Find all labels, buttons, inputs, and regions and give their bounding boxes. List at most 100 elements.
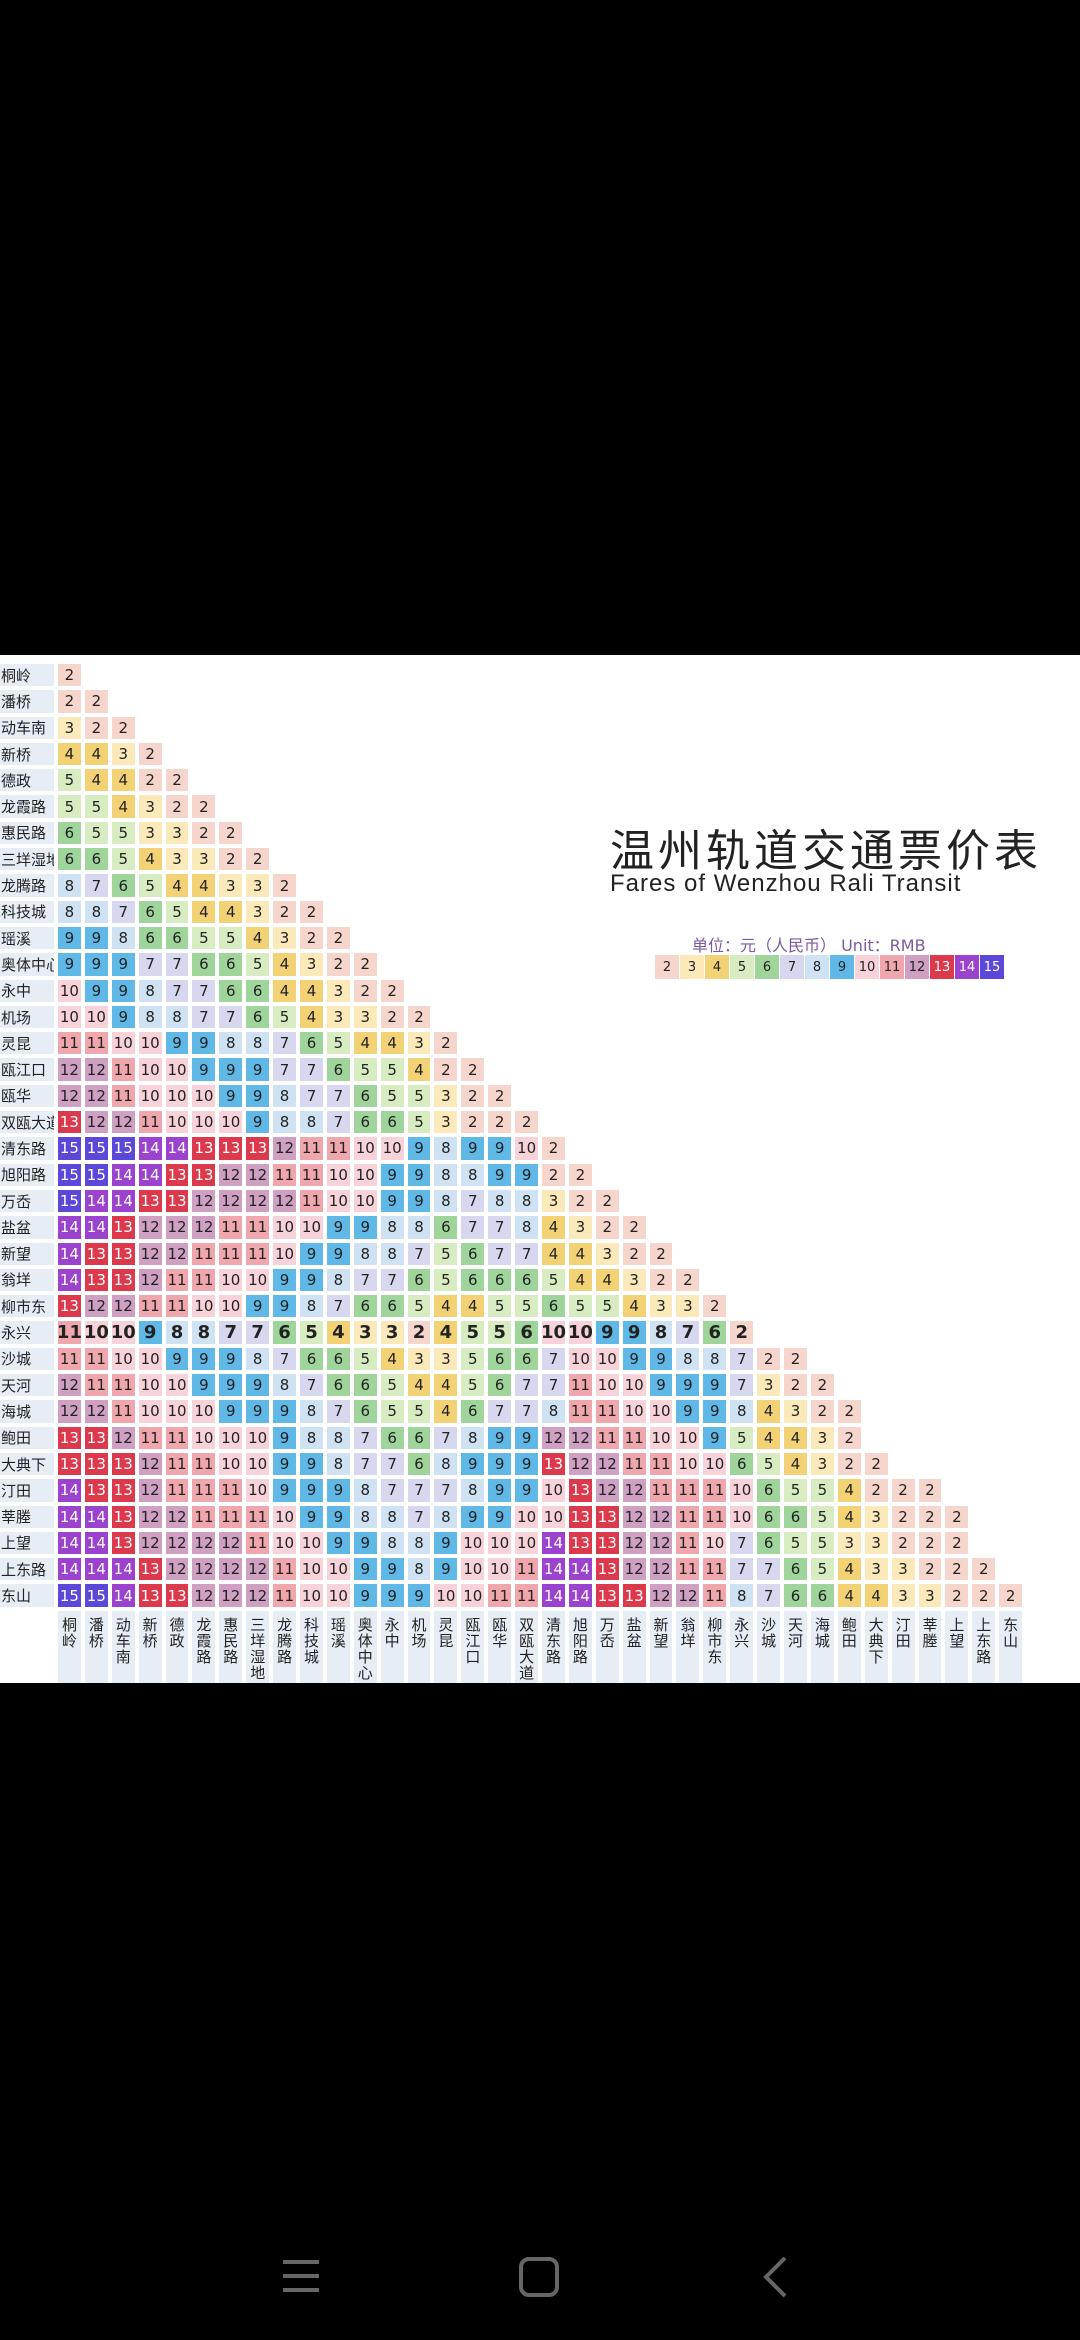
row-label: 鲍田 <box>0 1426 54 1449</box>
column-label: 汀田 <box>891 1610 915 1683</box>
back-icon[interactable] <box>760 2254 790 2300</box>
fare-cell: 2 <box>515 1111 539 1134</box>
fare-cell: 10 <box>461 1531 485 1555</box>
fare-cell: 9 <box>84 953 108 976</box>
fare-cell: 12 <box>542 1426 565 1449</box>
fare-cell: 3 <box>542 1189 565 1213</box>
fare-cell: 12 <box>219 1584 243 1607</box>
fare-cell: 11 <box>84 1032 108 1055</box>
fare-cell: 7 <box>380 1452 404 1476</box>
fare-cell: 7 <box>757 1584 781 1607</box>
fare-cell: 8 <box>380 1216 404 1239</box>
fare-cell: 13 <box>595 1558 619 1581</box>
fare-cell: 2 <box>273 874 297 897</box>
fare-cell: 2 <box>353 979 377 1002</box>
fare-cell: 4 <box>111 769 135 792</box>
fare-cell: 11 <box>165 1452 189 1476</box>
fare-cell: 3 <box>246 874 270 897</box>
fare-cell: 3 <box>864 1558 888 1581</box>
row-label: 潘桥 <box>0 690 54 713</box>
fare-cell: 11 <box>676 1505 700 1528</box>
fare-cell: 5 <box>165 900 189 923</box>
legend-swatch: 2 <box>655 955 679 979</box>
fare-cell: 7 <box>326 1111 350 1134</box>
fare-cell: 9 <box>84 979 108 1002</box>
fare-cell: 3 <box>622 1268 646 1292</box>
fare-cell: 11 <box>515 1584 539 1607</box>
fare-cell: 3 <box>568 1216 592 1239</box>
unit-label: 单位：元（人民币） Unit：RMB <box>692 936 926 955</box>
legend-swatch: 10 <box>855 955 879 979</box>
fare-cell: 12 <box>246 1558 270 1581</box>
fare-cell: 2 <box>864 1452 888 1476</box>
fare-cell: 9 <box>676 1374 700 1397</box>
fare-cell: 12 <box>138 1505 162 1528</box>
fare-cell: 9 <box>192 1058 216 1081</box>
fare-cell: 7 <box>326 1084 350 1108</box>
row-label: 柳市东 <box>0 1295 54 1318</box>
fare-cell: 3 <box>273 926 297 950</box>
fare-cell: 7 <box>407 1505 431 1528</box>
fare-cell: 12 <box>649 1505 673 1528</box>
fare-cell: 7 <box>326 1400 350 1423</box>
fare-cell: 4 <box>568 1242 592 1265</box>
fare-cell: 12 <box>192 1558 216 1581</box>
fare-cell: 13 <box>84 1479 108 1502</box>
fare-cell: 15 <box>58 1189 81 1213</box>
fare-cell: 3 <box>837 1531 861 1555</box>
row-label: 上望 <box>0 1531 54 1555</box>
recent-apps-icon[interactable] <box>281 2256 321 2296</box>
fare-cell: 2 <box>918 1479 942 1502</box>
fare-cell: 10 <box>488 1558 512 1581</box>
fare-cell: 7 <box>730 1347 754 1371</box>
fare-cell: 9 <box>219 1400 243 1423</box>
column-label: 天河 <box>784 1610 807 1683</box>
fare-cell: 2 <box>568 1163 592 1186</box>
fare-cell: 11 <box>515 1558 539 1581</box>
fare-cell: 8 <box>407 1216 431 1239</box>
fare-cell: 6 <box>461 1400 485 1423</box>
row-label: 惠民路 <box>0 821 54 845</box>
fare-cell: 6 <box>757 1479 781 1502</box>
fare-cell: 11 <box>192 1242 216 1265</box>
fare-cell: 7 <box>300 1058 323 1081</box>
fare-cell: 2 <box>945 1584 969 1607</box>
fare-cell: 8 <box>58 900 81 923</box>
fare-cell: 15 <box>58 1584 81 1607</box>
fare-cell: 2 <box>192 795 216 818</box>
fare-cell: 12 <box>568 1426 592 1449</box>
fare-cell: 9 <box>246 1111 270 1134</box>
row-label: 永兴 <box>0 1321 54 1344</box>
fare-cell: 6 <box>784 1558 807 1581</box>
fare-cell: 6 <box>326 1347 350 1371</box>
fare-cell: 2 <box>810 1400 834 1423</box>
fare-cell: 6 <box>810 1584 834 1607</box>
fare-cell: 9 <box>515 1426 539 1449</box>
fare-cell: 15 <box>58 1137 81 1160</box>
fare-cell: 8 <box>246 1032 270 1055</box>
fare-cell: 14 <box>84 1558 108 1581</box>
fare-cell: 7 <box>111 900 135 923</box>
fare-legend: 2 3 4 5 6 7 8 9 10 11 12 13 14 15 <box>655 955 1005 979</box>
fare-cell: 8 <box>542 1400 565 1423</box>
fare-cell: 3 <box>891 1558 915 1581</box>
fare-cell: 6 <box>353 1084 377 1108</box>
row-label: 大典下 <box>0 1452 54 1476</box>
fare-cell: 7 <box>730 1558 754 1581</box>
fare-cell: 2 <box>891 1479 915 1502</box>
fare-cell: 13 <box>542 1452 565 1476</box>
fare-cell: 12 <box>622 1531 646 1555</box>
fare-cell: 7 <box>488 1242 512 1265</box>
fare-cell: 3 <box>192 848 216 871</box>
fare-cell: 10 <box>83 1321 109 1344</box>
fare-cell: 2 <box>407 1005 431 1029</box>
fare-cell: 7 <box>300 1084 323 1108</box>
fare-cell: 11 <box>676 1558 700 1581</box>
fare-cell: 13 <box>595 1584 619 1607</box>
fare-cell: 6 <box>703 1321 727 1344</box>
home-icon[interactable] <box>518 2256 560 2298</box>
column-label: 三垟湿地 <box>246 1610 270 1683</box>
fare-cell: 11 <box>703 1479 727 1502</box>
fare-cell: 11 <box>165 1268 189 1292</box>
fare-cell: 11 <box>58 1032 81 1055</box>
